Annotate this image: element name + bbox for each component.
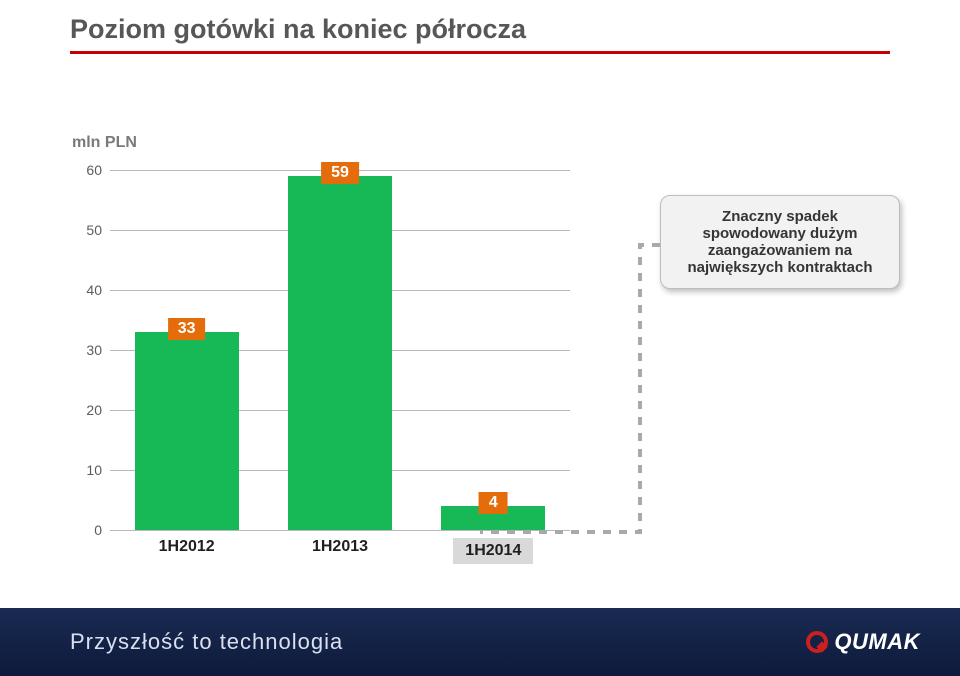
bar: 4 — [441, 506, 545, 530]
callout-line: zaangażowaniem na — [677, 242, 883, 259]
y-tick-label: 30 — [74, 342, 110, 358]
title-block: Poziom gotówki na koniec półrocza — [70, 14, 890, 54]
slide: Poziom gotówki na koniec półrocza mln PL… — [0, 0, 960, 676]
y-tick-label: 40 — [74, 282, 110, 298]
company-logo: QUMAK — [806, 629, 920, 655]
callout-line: Znaczny spadek — [677, 208, 883, 225]
y-axis-unit: mln PLN — [72, 134, 137, 152]
y-tick-label: 50 — [74, 222, 110, 238]
y-tick-label: 10 — [74, 462, 110, 478]
page-title: Poziom gotówki na koniec półrocza — [70, 14, 890, 45]
footer-tagline: Przyszłość to technologia — [70, 629, 343, 655]
bar-value-label: 4 — [479, 492, 508, 514]
bar: 33 — [135, 332, 239, 530]
x-axis-label: 1H2013 — [312, 538, 368, 556]
y-tick-label: 20 — [74, 402, 110, 418]
footer-bar: Przyszłość to technologia QUMAK — [0, 608, 960, 676]
grid-line — [110, 170, 570, 171]
bar-value-label: 33 — [168, 318, 206, 340]
callout-line: spowodowany dużym — [677, 225, 883, 242]
title-underline — [70, 51, 890, 54]
callout-line: największych kontraktach — [677, 259, 883, 276]
logo-q-icon — [806, 631, 828, 653]
callout-box: Znaczny spadekspowodowany dużymzaangażow… — [660, 195, 900, 289]
y-tick-label: 60 — [74, 162, 110, 178]
x-axis-label: 1H2014 — [453, 538, 533, 564]
grid-line — [110, 530, 570, 531]
plot-area: 0102030405060331H2012591H201341H2014 — [110, 170, 570, 530]
bar-value-label: 59 — [321, 162, 359, 184]
x-axis-label: 1H2012 — [159, 538, 215, 556]
y-tick-label: 0 — [74, 522, 110, 538]
logo-text: QUMAK — [834, 629, 920, 655]
bar: 59 — [288, 176, 392, 530]
